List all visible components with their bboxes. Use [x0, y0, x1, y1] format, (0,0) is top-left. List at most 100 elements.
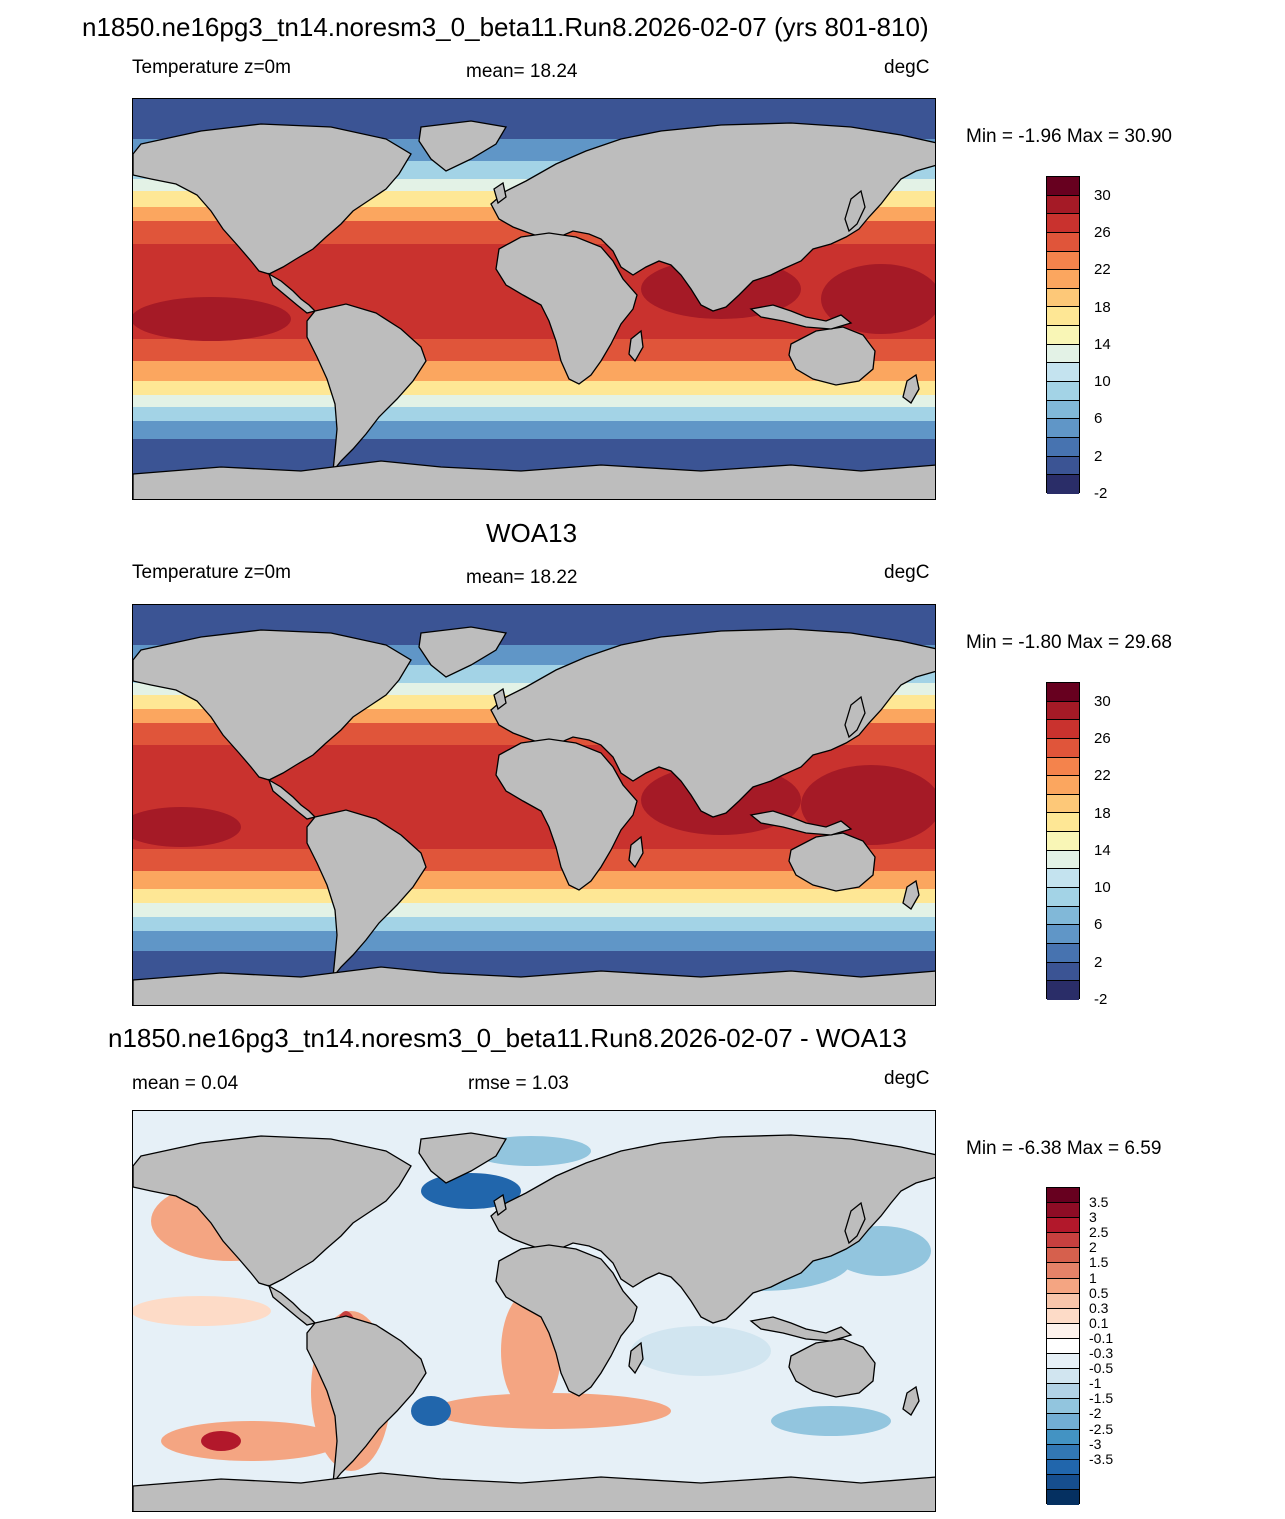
colorbar-segment [1047, 1338, 1079, 1355]
panel2-variable-label: Temperature z=0m [132, 562, 291, 583]
colorbar-tick-label: 2.5 [1089, 1224, 1109, 1241]
colorbar-segment [1047, 1233, 1079, 1249]
colorbar-segment [1047, 232, 1079, 252]
colorbar-segment [1047, 214, 1079, 233]
colorbar-tick-label: -3.5 [1089, 1450, 1114, 1467]
colorbar-tick-label: 1 [1089, 1269, 1097, 1286]
panel3-units-label: degC [884, 1068, 930, 1089]
colorbar-segment [1047, 1188, 1079, 1204]
colorbar-segment [1047, 850, 1079, 870]
panel1-variable-label: Temperature z=0m [132, 57, 291, 78]
colorbar-segment [1047, 400, 1079, 420]
colorbar-segment [1047, 1489, 1079, 1505]
colorbar-tick-label: -0.1 [1089, 1329, 1114, 1346]
panel1-map-svg [133, 99, 935, 499]
colorbar-segment [1047, 832, 1079, 851]
colorbar-segment [1047, 720, 1079, 739]
panel3-mean-label: mean = 0.04 [132, 1073, 239, 1094]
panel3-title: n1850.ne16pg3_tn14.noresm3_0_beta11.Run8… [108, 1023, 907, 1053]
colorbar-segment [1047, 683, 1079, 702]
colorbar-segment [1047, 1248, 1079, 1264]
panel1-mean-label: mean= 18.24 [466, 61, 578, 82]
colorbar-tick-label: -2 [1089, 1405, 1102, 1422]
colorbar-segment [1047, 701, 1079, 721]
colorbar-segment [1047, 738, 1079, 758]
colorbar-segment [1047, 813, 1079, 833]
panel1-units-label: degC [884, 57, 930, 78]
colorbar-segment [1047, 1384, 1079, 1400]
panel1-minmax-label: Min = -1.96 Max = 30.90 [966, 126, 1172, 147]
colorbar-tick-label: 10 [1094, 879, 1111, 897]
colorbar-segment [1047, 1444, 1079, 1460]
colorbar-segment [1047, 1308, 1079, 1324]
panel2-mean-label: mean= 18.22 [466, 567, 578, 588]
panel1-colorbar [1046, 176, 1080, 494]
colorbar-tick-label: -0.5 [1089, 1360, 1114, 1377]
colorbar-segment [1047, 1459, 1079, 1475]
panel3-colorbar [1046, 1187, 1080, 1505]
colorbar-tick-label: 0.3 [1089, 1299, 1109, 1316]
colorbar-segment [1047, 1354, 1079, 1370]
colorbar-segment [1047, 456, 1079, 476]
colorbar-segment [1047, 962, 1079, 982]
panel2-minmax-label: Min = -1.80 Max = 29.68 [966, 632, 1172, 653]
colorbar-segment [1047, 419, 1079, 438]
colorbar-segment [1047, 794, 1079, 814]
colorbar-tick-label: 0.1 [1089, 1314, 1109, 1331]
colorbar-segment [1047, 906, 1079, 926]
colorbar-tick-label: -2 [1094, 991, 1108, 1008]
colorbar-segment [1047, 344, 1079, 364]
colorbar-tick-label: 22 [1094, 261, 1111, 279]
panel3-map [132, 1110, 936, 1512]
colorbar-tick-label: 6 [1094, 410, 1103, 428]
colorbar-segment [1047, 869, 1079, 889]
colorbar-segment [1047, 1293, 1079, 1309]
colorbar-tick-label: 6 [1094, 916, 1103, 934]
colorbar-segment [1047, 888, 1079, 907]
colorbar-segment [1047, 1429, 1079, 1445]
colorbar-segment [1047, 288, 1079, 308]
colorbar-segment [1047, 1474, 1079, 1490]
colorbar-segment [1047, 1218, 1079, 1234]
colorbar-tick-label: 14 [1094, 841, 1111, 859]
colorbar-tick-label: 26 [1094, 729, 1111, 747]
colorbar-tick-label: 0.5 [1089, 1284, 1109, 1301]
colorbar-segment [1047, 270, 1079, 289]
colorbar-segment [1047, 326, 1079, 345]
panel2-colorbar [1046, 682, 1080, 1000]
colorbar-segment [1047, 1399, 1079, 1415]
colorbar-segment [1047, 943, 1079, 963]
colorbar-segment [1047, 776, 1079, 795]
colorbar-segment [1047, 1203, 1079, 1219]
colorbar-tick-label: -0.3 [1089, 1345, 1114, 1362]
colorbar-tick-label: 26 [1094, 223, 1111, 241]
colorbar-segment [1047, 475, 1079, 494]
colorbar-segment [1047, 251, 1079, 271]
panel2-map-svg [133, 605, 935, 1005]
colorbar-segment [1047, 177, 1079, 196]
colorbar-tick-label: 18 [1094, 804, 1111, 822]
colorbar-tick-label: 2 [1089, 1239, 1097, 1256]
colorbar-tick-label: 3.5 [1089, 1194, 1109, 1211]
colorbar-segment [1047, 307, 1079, 327]
colorbar-tick-label: 30 [1094, 692, 1111, 710]
colorbar-tick-label: -3 [1089, 1435, 1102, 1452]
colorbar-tick-label: 30 [1094, 186, 1111, 204]
colorbar-segment [1047, 757, 1079, 777]
colorbar-tick-label: 18 [1094, 298, 1111, 316]
panel1-map [132, 98, 936, 500]
colorbar-segment [1047, 925, 1079, 944]
panel2-map [132, 604, 936, 1006]
colorbar-segment [1047, 1263, 1079, 1279]
colorbar-tick-label: -1.5 [1089, 1390, 1114, 1407]
colorbar-segment [1047, 363, 1079, 383]
colorbar-tick-label: 10 [1094, 373, 1111, 391]
colorbar-segment [1047, 981, 1079, 1000]
panel3-minmax-label: Min = -6.38 Max = 6.59 [966, 1138, 1162, 1159]
colorbar-tick-label: -1 [1089, 1375, 1102, 1392]
colorbar-segment [1047, 1369, 1079, 1385]
colorbar-segment [1047, 1278, 1079, 1294]
colorbar-segment [1047, 1414, 1079, 1430]
panel2-title: WOA13 [486, 518, 578, 548]
colorbar-segment [1047, 437, 1079, 457]
